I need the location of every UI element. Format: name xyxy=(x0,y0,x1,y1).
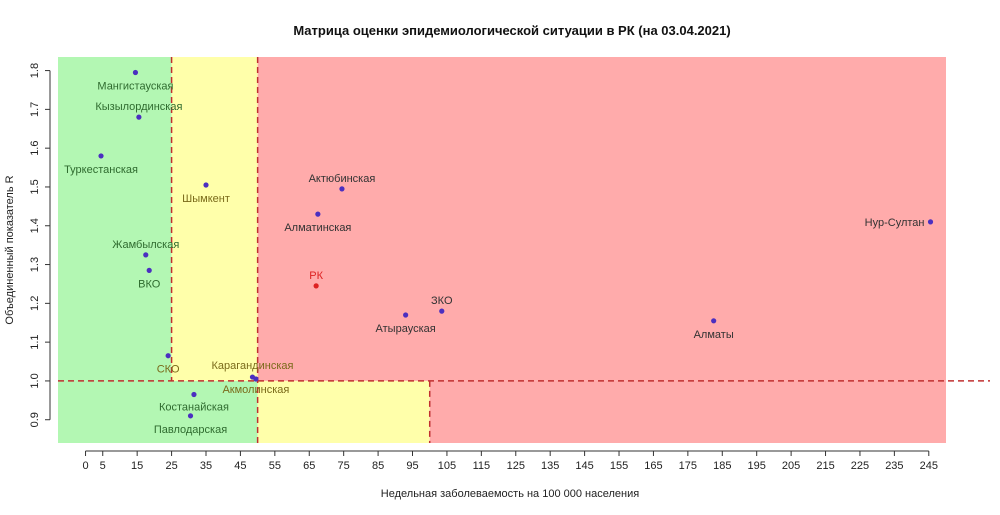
y-axis-label: Объединенный показатель R xyxy=(4,175,16,324)
data-point xyxy=(927,219,934,225)
data-point xyxy=(136,114,142,120)
data-point xyxy=(315,211,321,217)
x-tick-label: 125 xyxy=(507,460,525,472)
point-label: Атырауская xyxy=(376,323,436,335)
point-label: Мангистауская xyxy=(97,81,173,93)
x-tick-label: 225 xyxy=(851,460,869,472)
chart-title: Матрица оценки эпидемиологической ситуац… xyxy=(293,23,730,38)
x-tick-label: 5 xyxy=(100,460,106,472)
zone-red-upper xyxy=(257,57,946,381)
data-point xyxy=(165,353,171,359)
data-point xyxy=(187,413,194,419)
point-label: Костанайская xyxy=(159,402,229,414)
point-label: Павлодарская xyxy=(154,424,227,436)
point-label: ЗКО xyxy=(431,295,453,307)
point-label: Нур-Султан xyxy=(865,217,925,229)
zone-red-lower xyxy=(429,380,946,443)
x-tick-label: 195 xyxy=(748,460,766,472)
point-label: Кызылординская xyxy=(95,101,182,113)
x-tick-label: 155 xyxy=(610,460,628,472)
data-point xyxy=(132,69,139,76)
x-tick-label: 185 xyxy=(713,460,731,472)
x-tick-label: 85 xyxy=(372,460,384,472)
point-label: Шымкент xyxy=(182,193,230,205)
zone-yellow-upper xyxy=(171,57,258,381)
y-tick-label: 1.7 xyxy=(29,102,41,117)
y-tick-label: 1.3 xyxy=(29,257,41,272)
point-label: Алматинская xyxy=(284,222,351,234)
data-point xyxy=(203,182,209,188)
y-tick-label: 1.6 xyxy=(29,141,41,156)
x-axis-label: Недельная заболеваемость на 100 000 насе… xyxy=(381,488,639,500)
x-tick-label: 175 xyxy=(679,460,697,472)
x-tick-label: 0 xyxy=(82,460,88,472)
data-point xyxy=(146,267,152,273)
x-tick-label: 245 xyxy=(920,460,938,472)
x-tick-label: 95 xyxy=(406,460,418,472)
point-label: Алматы xyxy=(694,329,734,341)
point-label: РК xyxy=(309,270,323,282)
x-tick-label: 165 xyxy=(644,460,662,472)
zone-green-lower xyxy=(58,380,258,443)
x-tick-label: 135 xyxy=(541,460,559,472)
data-point xyxy=(313,283,319,289)
data-point xyxy=(98,153,104,159)
y-tick-label: 1.2 xyxy=(29,296,41,311)
x-tick-label: 235 xyxy=(885,460,903,472)
point-label: Карагандинская xyxy=(211,360,293,372)
data-points xyxy=(98,69,934,419)
point-label: Жамбылская xyxy=(112,239,179,251)
point-label: Туркестанская xyxy=(64,164,138,176)
point-label: Акмолинская xyxy=(222,384,289,396)
y-tick-label: 0.9 xyxy=(29,412,41,427)
x-tick-label: 75 xyxy=(338,460,350,472)
data-point xyxy=(439,308,445,314)
x-tick-label: 15 xyxy=(131,460,143,472)
data-point xyxy=(711,318,717,324)
x-tick-label: 35 xyxy=(200,460,212,472)
x-axis: 0 5 15 25 35 45 55 65 75 85 95 105 115 125 135 145 155 16… xyxy=(82,450,938,472)
data-point xyxy=(191,391,197,398)
data-point xyxy=(143,252,149,258)
y-axis: 0.9 1.0 1.1 1.2 1.3 1.4 1.5 1.6 1.7 1.8 xyxy=(29,63,51,427)
point-label: ВКО xyxy=(138,278,161,290)
data-point xyxy=(339,186,345,192)
x-tick-label: 65 xyxy=(303,460,315,472)
y-tick-label: 1.1 xyxy=(29,334,41,349)
point-label: Актюбинская xyxy=(309,173,376,185)
point-label: СКО xyxy=(157,364,180,376)
y-tick-label: 1.0 xyxy=(29,373,41,388)
x-tick-label: 145 xyxy=(575,460,593,472)
point-labels: Мангистауская Кызылординская Туркестанская… xyxy=(64,81,924,436)
zone-backgrounds xyxy=(58,57,946,443)
zone-green-upper xyxy=(58,57,172,381)
x-tick-label: 25 xyxy=(165,460,177,472)
y-tick-label: 1.4 xyxy=(29,218,41,233)
x-tick-label: 215 xyxy=(816,460,834,472)
y-tick-label: 1.5 xyxy=(29,179,41,194)
x-tick-label: 115 xyxy=(473,460,491,472)
x-tick-label: 55 xyxy=(269,460,281,472)
y-tick-label: 1.8 xyxy=(29,63,41,78)
data-point xyxy=(403,312,409,318)
zone-yellow-lower xyxy=(257,380,430,443)
x-tick-label: 205 xyxy=(782,460,800,472)
x-tick-label: 105 xyxy=(438,460,456,472)
data-point xyxy=(253,376,259,382)
x-tick-label: 45 xyxy=(234,460,246,472)
